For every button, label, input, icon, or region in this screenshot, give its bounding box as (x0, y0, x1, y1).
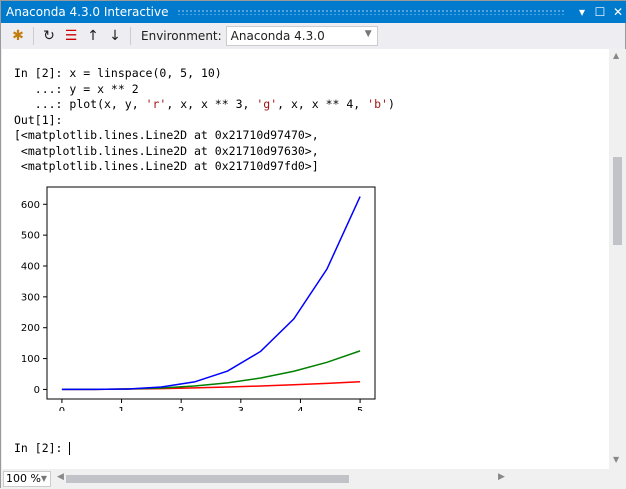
y-tick-label: 400 (21, 261, 40, 272)
code: ) (387, 97, 395, 111)
environment-value: Anaconda 4.3.0 (230, 29, 325, 43)
history-down-icon[interactable]: ↓ (109, 28, 121, 44)
y-tick-label: 100 (21, 354, 40, 365)
y-tick-label: 300 (21, 292, 40, 303)
code-line: ...: plot(x, y, 'r', x, x ** 3, 'g', x, … (14, 97, 609, 113)
new-window-icon[interactable]: ✱ (12, 28, 24, 44)
text-cursor (69, 442, 71, 455)
reset-icon[interactable]: ↻ (43, 28, 55, 44)
string-literal: 'b' (367, 97, 388, 111)
plot-axes (46, 186, 376, 400)
dropdown-icon[interactable]: ▾ (578, 5, 586, 19)
code: , x, x ** 3, (166, 97, 257, 111)
vertical-scrollbar[interactable]: ▲ ▼ (609, 49, 626, 469)
zoom-select[interactable]: 100 % ▼ (3, 471, 51, 487)
vertical-scroll-thumb[interactable] (613, 157, 622, 245)
divider (130, 27, 131, 45)
string-literal: 'r' (145, 97, 167, 111)
history-up-icon[interactable]: ↑ (87, 28, 99, 44)
x-tick-label: 2 (178, 406, 184, 411)
divider (33, 27, 34, 45)
prompt: In [2]: (14, 66, 70, 80)
code: plot(x, y, (69, 97, 146, 111)
toolbar: ✱ ↻ ☰ ↑ ↓ Environment: Anaconda 4.3.0 ▼ (1, 23, 626, 49)
clear-icon[interactable]: ☰ (64, 28, 78, 44)
output-line: <matplotlib.lines.Line2D at 0x21710d9763… (14, 143, 319, 158)
string-literal: 'g' (256, 97, 278, 111)
y-tick-label: 200 (21, 323, 40, 334)
chevron-down-icon: ▼ (40, 474, 47, 483)
code: , x, x ** 4, (277, 97, 368, 111)
scroll-right-icon[interactable]: ▶ (498, 472, 505, 482)
window-title: Anaconda 4.3.0 Interactive (6, 5, 169, 19)
code-line: ...: y = x ** 2 (14, 82, 609, 98)
chevron-down-icon: ▼ (364, 29, 372, 39)
out-prompt: Out[1]: (14, 112, 63, 127)
y-tick-label: 0 (34, 385, 40, 396)
title-bar: Anaconda 4.3.0 Interactive ▾ ☐ ✕ (1, 1, 626, 23)
title-grip[interactable] (176, 9, 565, 15)
input-line[interactable]: In [2]: (14, 441, 71, 455)
scroll-left-icon[interactable]: ◀ (57, 472, 64, 482)
environment-label: Environment: (141, 29, 222, 43)
zoom-value: 100 % (6, 472, 41, 485)
prompt: ...: (14, 97, 70, 111)
horizontal-scroll-thumb[interactable] (66, 475, 349, 483)
x-tick-label: 5 (357, 406, 363, 411)
x-tick-label: 0 (59, 406, 65, 411)
output-line: [<matplotlib.lines.Line2D at 0x21710d974… (14, 128, 319, 142)
prompt: In [2]: (14, 441, 70, 455)
prompt: ...: (14, 81, 70, 96)
code: x = linspace(0, 5, 10) (69, 66, 222, 80)
plot-image: 0 1 2 3 4 5 0 100 200 300 400 500 600 (21, 186, 376, 411)
code: y = x ** 2 (69, 81, 139, 96)
maximize-icon[interactable]: ☐ (594, 5, 606, 19)
y-tick-label: 600 (21, 200, 40, 211)
scroll-up-icon[interactable]: ▲ (613, 51, 620, 60)
code-line: In [2]: x = linspace(0, 5, 10) (14, 66, 609, 82)
output-line: <matplotlib.lines.Line2D at 0x21710d97fd… (14, 159, 319, 173)
x-tick-label: 3 (238, 406, 244, 411)
x-tick-label: 4 (297, 406, 303, 411)
series-line-2 (61, 196, 361, 391)
environment-select[interactable]: Anaconda 4.3.0 ▼ (225, 26, 378, 46)
scroll-down-icon[interactable]: ▼ (613, 455, 620, 464)
y-tick-label: 500 (21, 231, 40, 242)
horizontal-scrollbar[interactable]: 100 % ▼ ◀ ▶ (1, 469, 626, 489)
x-tick-label: 1 (118, 406, 124, 411)
close-icon[interactable]: ✕ (612, 5, 624, 19)
